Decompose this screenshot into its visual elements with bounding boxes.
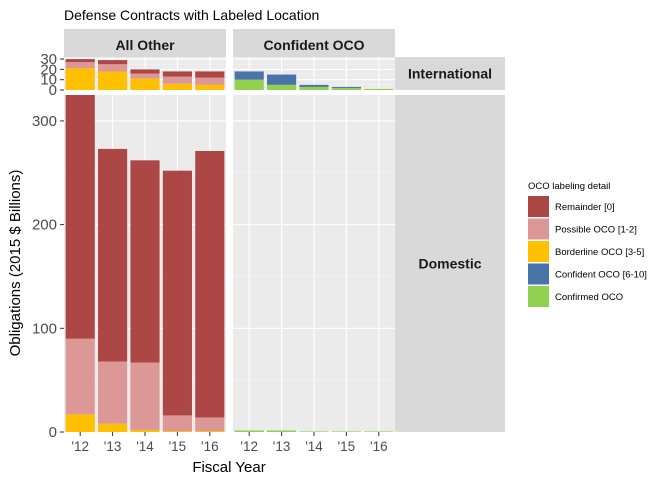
y-tick-label: 200 [32,217,57,234]
bar-borderline-4 [162,430,192,432]
x-tick-label: '16 [201,439,219,454]
y-tick-label: 30 [40,51,57,68]
strip-label-international: International [408,66,492,82]
bar-confirmed-3 [299,431,329,432]
bar-possible-3 [130,362,160,430]
bar-possible-5 [195,77,225,85]
legend-label-possible: Possible OCO [1-2] [555,225,637,236]
bars-international-all-other [65,59,225,90]
y-tick-label: 100 [32,320,57,337]
strip-label-confident-oco: Confident OCO [263,37,364,53]
legend-swatch-possible [528,218,549,240]
x-axis-title: Fiscal Year [192,459,265,476]
x-tick-label: '15 [338,439,356,454]
x-tick-label: '14 [305,439,323,454]
bar-confirmed-4 [331,431,361,432]
bar-possible-5 [195,417,225,431]
legend-item-possible: Possible OCO [1-2] [528,218,637,240]
bar-confirmed-2 [267,84,297,90]
legend-item-remainder: Remainder [0] [528,196,615,217]
y-tick-label: 0 [49,424,57,441]
x-tick-label: '13 [273,439,291,454]
panel-domestic-confident-oco [233,95,395,433]
x-tick-label: '15 [169,439,187,454]
legend-swatch-confident [528,263,549,285]
bar-confirmed-1 [234,430,264,432]
bars-domestic-all-other [65,95,225,432]
bar-borderline-3 [130,78,160,90]
bar-possible-4 [162,415,192,431]
y-tick-label: 20 [40,61,57,78]
bar-borderline-5 [195,430,225,432]
bar-remainder-4 [162,71,192,77]
legend-label-remainder: Remainder [0] [555,202,615,213]
facet-strips: All Other Confident OCO International Domes… [64,29,505,432]
legend: OCO labeling detail Remainder [0] Possibl… [528,181,647,307]
bar-remainder-5 [195,150,225,418]
bars-international-confident-oco [234,71,394,90]
bar-possible-2 [98,64,128,72]
bar-confirmed-2 [267,430,297,432]
bar-remainder-1 [65,59,95,63]
legend-swatch-remainder [528,196,549,217]
x-tick-label: '12 [71,439,89,454]
bar-borderline-1 [65,68,95,90]
legend-item-confident: Confident OCO [6-10] [528,263,647,285]
bar-confident-3 [299,84,329,87]
bar-possible-4 [162,76,192,84]
y-tick-label: 0 [49,82,57,99]
x-tick-label: '14 [136,439,154,454]
bar-confirmed-1 [234,79,264,90]
x-tick-label: '12 [240,439,258,454]
bar-remainder-2 [98,60,128,65]
bars-domestic-confident-oco [234,430,394,432]
bar-possible-3 [130,73,160,79]
legend-item-confirmed: Confirmed OCO [528,286,623,307]
bar-remainder-5 [195,71,225,78]
strip-all-other [64,29,226,57]
strip-domestic [395,95,505,432]
strip-label-all-other: All Other [115,37,175,53]
bar-borderline-1 [65,414,95,432]
bar-remainder-1 [65,95,95,339]
legend-title: OCO labeling detail [528,181,610,192]
bar-possible-1 [65,338,95,415]
y-axis-title: Obligations (2015 $ Billions) [7,170,24,357]
chart-title: Defense Contracts with Labeled Location [64,7,319,23]
bar-confirmed-5 [364,88,394,90]
y-tick-label: 300 [32,113,57,130]
strip-international [395,57,505,90]
bar-borderline-5 [195,84,225,90]
axes: 01020300100200300'12'13'14'15'16'12'13'1… [32,51,388,454]
legend-label-borderline: Borderline OCO [3-5] [555,247,644,258]
x-tick-label: '13 [104,439,122,454]
strip-confident-oco [233,29,395,57]
legend-label-confirmed: Confirmed OCO [555,292,623,303]
bar-remainder-4 [162,170,192,416]
bar-confident-4 [331,86,361,88]
legend-swatch-confirmed [528,286,549,307]
facet-panels [64,57,395,433]
bar-confident-1 [234,71,264,80]
y-tick-label: 10 [40,72,57,89]
bar-remainder-3 [130,160,160,363]
bar-borderline-2 [98,423,128,432]
legend-swatch-borderline [528,241,549,262]
bar-confident-2 [267,74,297,85]
legend-item-borderline: Borderline OCO [3-5] [528,241,644,262]
bar-remainder-2 [98,148,128,362]
bar-borderline-2 [98,71,128,90]
bar-possible-2 [98,361,128,424]
strip-label-domestic: Domestic [418,256,481,272]
bar-borderline-3 [130,429,160,432]
bar-confirmed-5 [364,431,394,432]
bar-remainder-3 [130,69,160,74]
x-tick-label: '16 [370,439,388,454]
legend-label-confident: Confident OCO [6-10] [555,270,647,281]
bar-borderline-4 [162,83,192,90]
bar-confirmed-4 [331,87,361,90]
bar-confirmed-3 [299,86,329,90]
bar-possible-1 [65,62,95,69]
